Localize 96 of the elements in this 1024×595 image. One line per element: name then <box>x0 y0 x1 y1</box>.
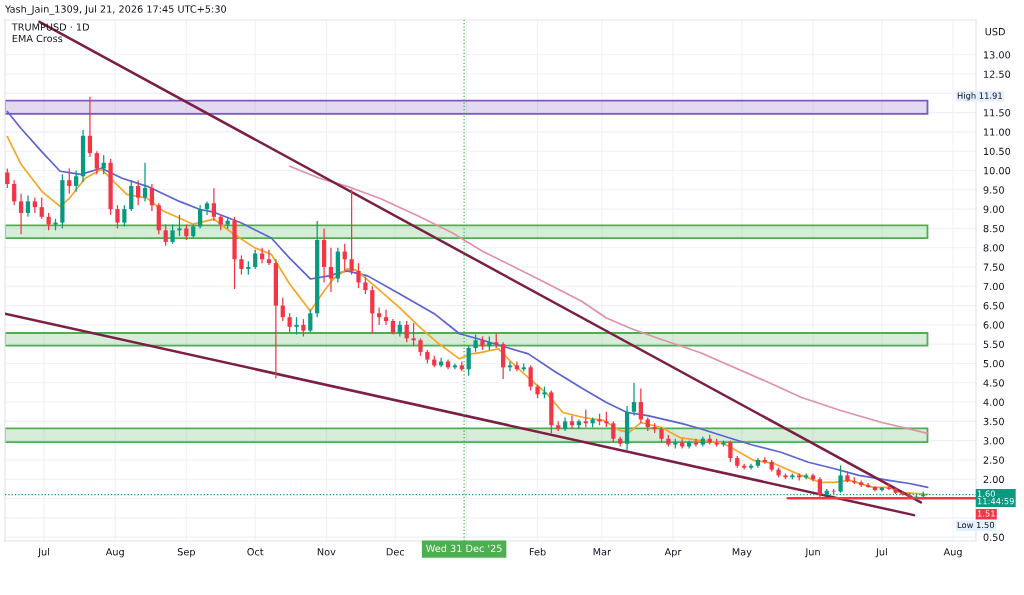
x-tick-label: Aug <box>943 548 962 558</box>
candlestick <box>287 312 292 334</box>
candlestick <box>67 167 72 195</box>
candlestick <box>356 262 361 289</box>
candlestick <box>129 179 134 212</box>
candlestick <box>253 249 258 270</box>
candlestick <box>25 194 31 218</box>
y-tick-label: 3.50 <box>983 417 1004 426</box>
y-tick-label: 0.50 <box>983 533 1004 541</box>
candlestick <box>576 418 582 430</box>
y-tick-label: 3.00 <box>983 437 1004 445</box>
y-tick-label: 9.00 <box>983 205 1004 213</box>
x-tick-label: Jul <box>37 547 49 558</box>
candlestick <box>142 162 148 203</box>
candlestick <box>383 308 389 326</box>
y-tick-label: 8.50 <box>983 224 1004 233</box>
candlestick <box>500 341 506 380</box>
candlestick <box>197 204 203 230</box>
candlestick <box>115 204 120 230</box>
annotation: Low 1.50 <box>957 521 995 529</box>
candlestick <box>211 187 217 222</box>
x-tick-label: Mar <box>593 548 611 556</box>
text: EMA Cross <box>12 34 63 43</box>
candlestick <box>266 249 272 266</box>
y-tick-label: 8.00 <box>983 244 1004 252</box>
y-tick-label: 11.50 <box>984 109 1011 117</box>
x-tick-label: Sep <box>177 548 195 558</box>
candlestick <box>728 440 733 463</box>
x-tick-label: Feb <box>529 547 546 556</box>
candlestick <box>149 183 155 212</box>
candlestick <box>136 179 141 206</box>
text: Yash_Jain_1309, Jul 21, 2026 17:45 UTC+5:30 <box>4 5 227 15</box>
candlestick <box>177 214 182 237</box>
candlestick <box>204 200 210 216</box>
x-tick-label: Jul <box>875 547 887 558</box>
candlestick <box>328 247 334 293</box>
candlestick <box>404 320 409 343</box>
candlestick <box>308 308 313 334</box>
candlestick <box>18 193 24 235</box>
y-tick-label: 5.50 <box>983 340 1004 349</box>
annotation: 1.51 <box>977 510 995 517</box>
candlestick <box>631 382 637 417</box>
y-tick-label: 11.00 <box>984 128 1011 136</box>
annotation: High 11.91 <box>957 92 1002 101</box>
y-tick-label: 6.00 <box>983 321 1004 329</box>
candlestick <box>39 196 44 220</box>
candlestick <box>239 254 244 276</box>
candlestick <box>370 285 375 335</box>
y-tick-label: 4.50 <box>983 379 1004 387</box>
candlestick <box>259 247 265 264</box>
candlestick <box>804 472 809 480</box>
candlestick <box>74 169 79 193</box>
y-tick-label: 6.50 <box>983 302 1004 310</box>
candlestick <box>638 387 643 424</box>
candlestick <box>5 167 10 189</box>
candlestick <box>411 322 416 347</box>
candlestick <box>94 150 99 175</box>
y-tick-label: 5.00 <box>983 359 1004 368</box>
ref-line-label: 1.60 11:44:59 <box>977 490 1014 505</box>
y-tick-label: 12.50 <box>984 70 1011 78</box>
y-tick-label: 9.50 <box>983 186 1004 194</box>
candlestick <box>170 223 175 245</box>
y-axis-title: USD <box>985 27 1005 36</box>
candlestick <box>611 420 616 444</box>
candlestick <box>452 362 458 370</box>
y-tick-label: 2.00 <box>983 475 1004 484</box>
line-series <box>288 165 929 435</box>
candlestick <box>349 188 354 276</box>
x-tick-label: Apr <box>664 548 682 558</box>
y-tick-label: 4.00 <box>983 398 1004 406</box>
x-tick-label: Nov <box>317 548 336 556</box>
y-tick-label: 7.50 <box>983 263 1004 271</box>
x-tick-label: Oct <box>247 548 264 556</box>
candlestick <box>12 179 17 206</box>
candlestick <box>748 463 754 471</box>
candlestick <box>101 154 106 175</box>
candlestick <box>280 297 285 322</box>
x-tick-label: Jun <box>804 548 820 558</box>
x-tick-label: Dec <box>386 548 405 556</box>
y-tick-label: 2.50 <box>983 456 1004 464</box>
candlestick <box>507 360 513 372</box>
x-tick-label: May <box>732 548 752 558</box>
candlestick <box>466 345 471 377</box>
y-tick-label: 13.00 <box>984 51 1011 59</box>
candlestick <box>693 438 699 448</box>
candlestick <box>87 96 93 158</box>
candlestick <box>122 204 127 228</box>
candlestick <box>865 482 871 489</box>
y-tick-label: 10.50 <box>984 147 1011 156</box>
candlestick <box>569 414 575 430</box>
candlestick <box>528 364 533 392</box>
y-tick-label: 7.00 <box>983 282 1004 291</box>
y-tick-label: 10.00 <box>984 166 1011 175</box>
x-tick-label: Aug <box>105 548 124 558</box>
candlestick <box>163 223 168 247</box>
ref-line-label: Wed 31 Dec '25 <box>426 544 502 552</box>
